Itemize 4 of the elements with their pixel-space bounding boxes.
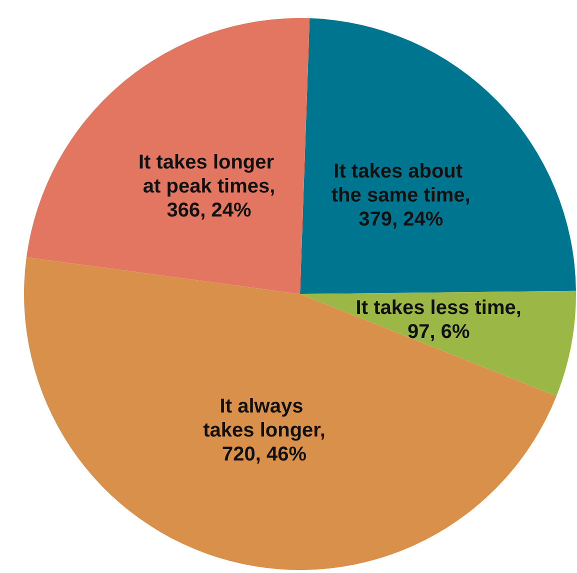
- slice-label: It takes about the same time, 379, 24%: [331, 160, 470, 230]
- slice-label: It takes longer at peak times, 366, 24%: [138, 151, 280, 222]
- slice-label: It takes less time, 97, 6%: [356, 296, 522, 343]
- slice-label: It always takes longer, 720, 46%: [203, 395, 326, 466]
